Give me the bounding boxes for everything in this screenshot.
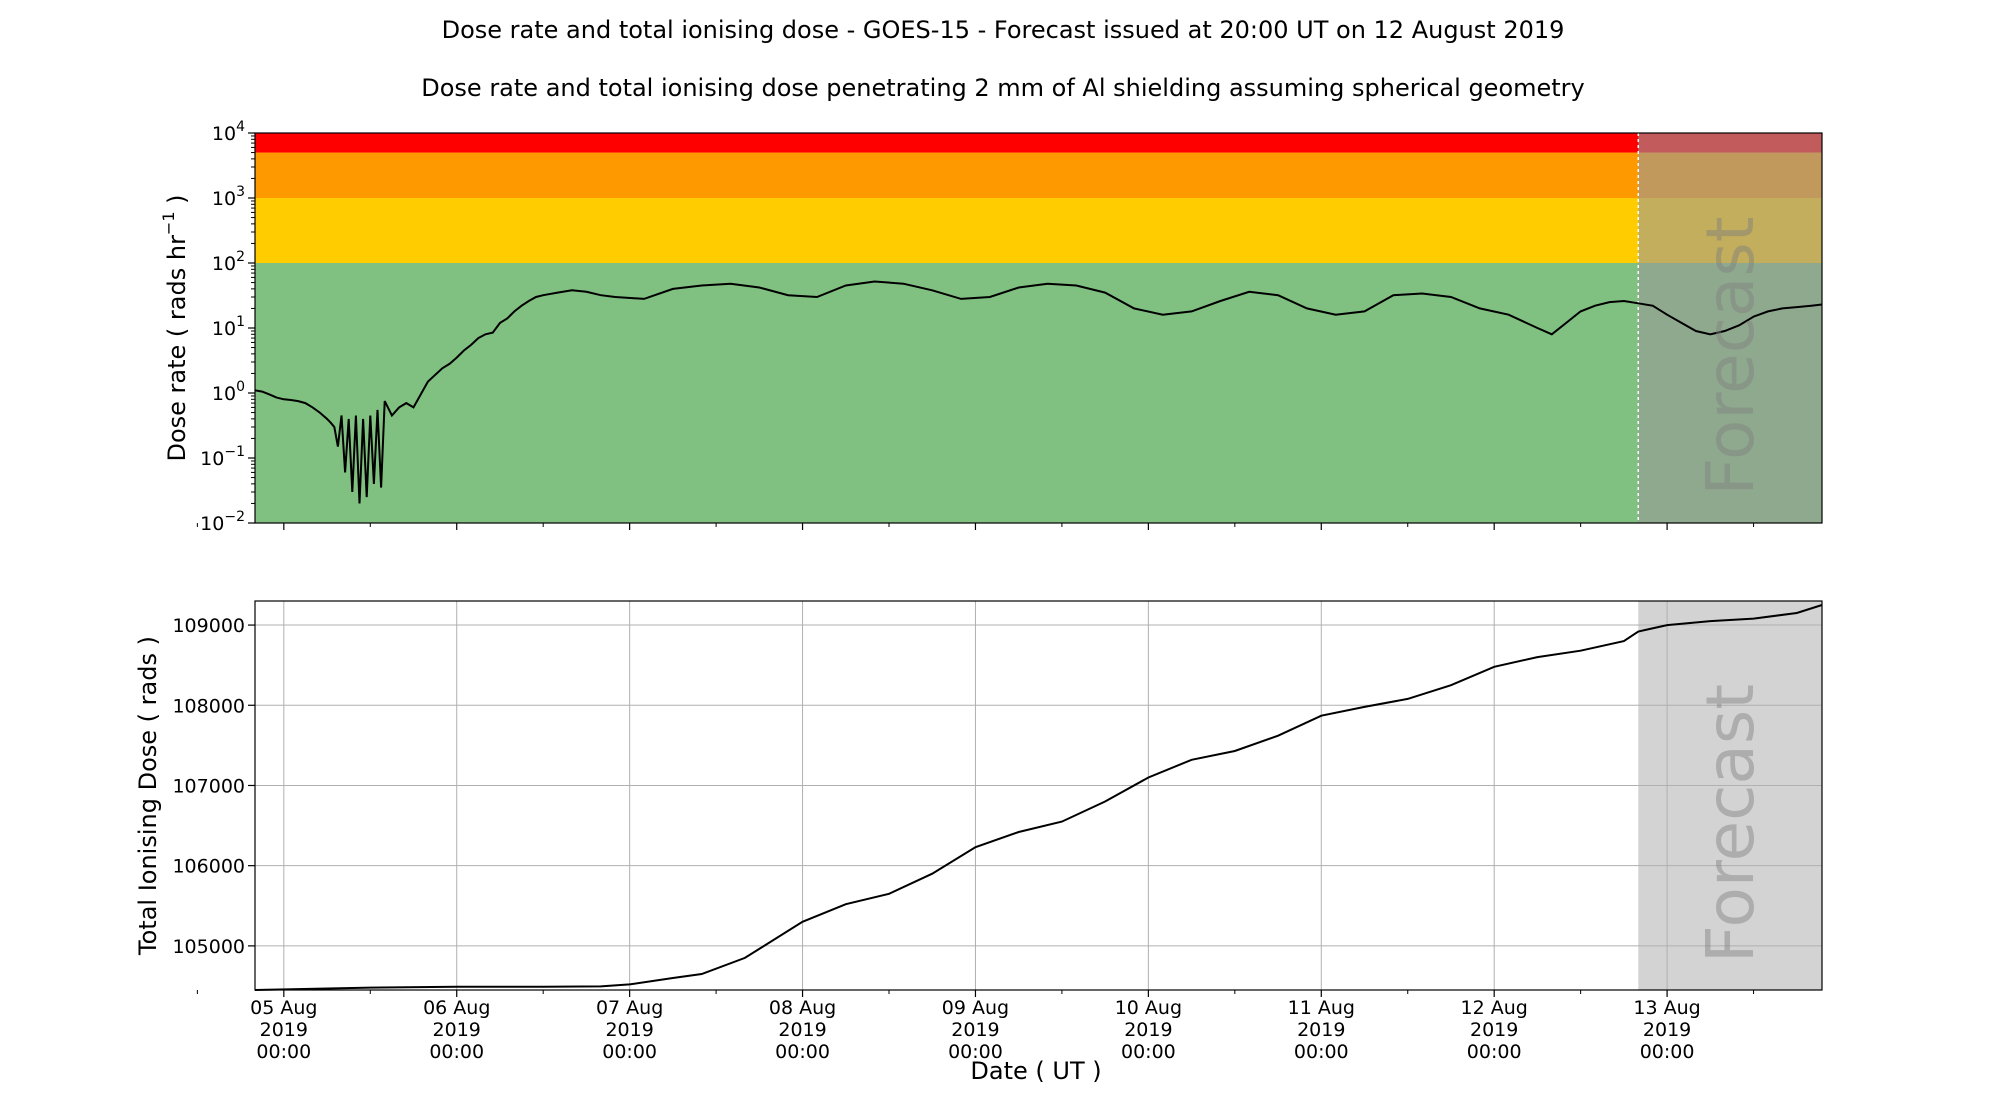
date-x-tick-label: 00:00 xyxy=(775,1041,830,1063)
dose-rate-y-axis: 104 103 102 101 100 10−1 10−2 xyxy=(200,119,255,535)
date-x-tick-label: 07 Aug xyxy=(596,997,663,1019)
date-x-tick-label: 11 Aug xyxy=(1288,997,1355,1019)
dose-rate-y-tick-label: 103 xyxy=(212,184,245,210)
dose-rate-forecast-label: Forecast xyxy=(1692,216,1769,495)
dose-rate-series-line xyxy=(254,280,1823,504)
date-x-tick-label: 09 Aug xyxy=(942,997,1009,1019)
date-x-tick-label: 2019 xyxy=(951,1019,999,1041)
dose-rate-panel: Forecast 104 103 102 101 100 10−1 10−2 Dose ra… xyxy=(159,119,1823,535)
dose-rate-y-tick-label: 104 xyxy=(212,119,245,145)
date-x-tick-label: 00:00 xyxy=(429,1041,484,1063)
dose-rate-y-tick-label: 10−1 xyxy=(200,444,245,470)
date-x-tick-label: 2019 xyxy=(1297,1019,1345,1041)
total-dose-y-tick-label: 108000 xyxy=(172,695,245,717)
total-dose-y-tick-label: 106000 xyxy=(172,856,245,878)
date-x-tick-label: 2019 xyxy=(260,1019,308,1041)
total-dose-axes-frame xyxy=(254,600,1823,991)
total-dose-panel: Forecast 105000106000107000108000109000 … xyxy=(134,600,1823,1063)
dose-band-3 xyxy=(255,133,1822,153)
total-dose-y-tick-label: 105000 xyxy=(172,936,245,958)
dose-band-2 xyxy=(255,152,1822,198)
date-x-tick-label: 2019 xyxy=(778,1019,826,1041)
x-axis-label: Date ( UT ) xyxy=(970,1057,1101,1085)
date-x-tick-label: 00:00 xyxy=(602,1041,657,1063)
date-x-tick-label: 08 Aug xyxy=(769,997,836,1019)
date-x-tick-label: 00:00 xyxy=(1294,1041,1349,1063)
date-x-tick-label: 05 Aug xyxy=(250,997,317,1019)
dose-rate-y-tick-label: 100 xyxy=(212,379,245,405)
total-dose-series-line xyxy=(254,604,1823,991)
date-x-tick-label: 12 Aug xyxy=(1461,997,1528,1019)
date-x-tick-label: 00:00 xyxy=(1467,1041,1522,1063)
date-x-tick-label: 2019 xyxy=(1470,1019,1518,1041)
total-dose-y-tick-label: 109000 xyxy=(172,615,245,637)
dose-rate-x-ticks xyxy=(196,523,1755,530)
total-dose-forecast-label: Forecast xyxy=(1692,684,1769,963)
total-dose-forecast-shade xyxy=(1638,601,1822,990)
dose-rate-y-tick-label: 10−2 xyxy=(200,509,245,535)
total-dose-y-axis: 105000 106000 107000 108000 109000 xyxy=(172,615,255,958)
chart-title: Dose rate and total ionising dose - GOES… xyxy=(442,16,1565,44)
date-x-tick-label: 13 Aug xyxy=(1633,997,1700,1019)
date-x-tick-label: 2019 xyxy=(605,1019,653,1041)
dose-band-1 xyxy=(255,198,1822,263)
dose-band-0 xyxy=(255,263,1822,523)
date-x-tick-label: 2019 xyxy=(1643,1019,1691,1041)
date-x-tick-label: 00:00 xyxy=(256,1041,311,1063)
dose-rate-y-axis-label: Dose rate ( rads hr−1 ) xyxy=(159,194,191,461)
date-x-tick-label: 10 Aug xyxy=(1115,997,1182,1019)
chart-subtitle: Dose rate and total ionising dose penetr… xyxy=(421,74,1585,102)
dose-rate-bands xyxy=(255,133,1822,523)
date-x-tick-label: 2019 xyxy=(433,1019,481,1041)
dose-rate-y-tick-label: 101 xyxy=(212,314,245,340)
date-x-tick-label: 00:00 xyxy=(948,1041,1003,1063)
total-dose-y-tick-label: 107000 xyxy=(172,775,245,797)
date-x-tick-label: 2019 xyxy=(1124,1019,1172,1041)
date-x-tick-label: 00:00 xyxy=(1640,1041,1695,1063)
date-x-tick-label: 06 Aug xyxy=(423,997,490,1019)
dose-rate-y-tick-label: 102 xyxy=(212,249,245,275)
total-dose-grid xyxy=(255,601,1822,990)
date-x-tick-label: 00:00 xyxy=(1121,1041,1176,1063)
total-dose-y-axis-label: Total Ionising Dose ( rads ) xyxy=(134,636,162,956)
